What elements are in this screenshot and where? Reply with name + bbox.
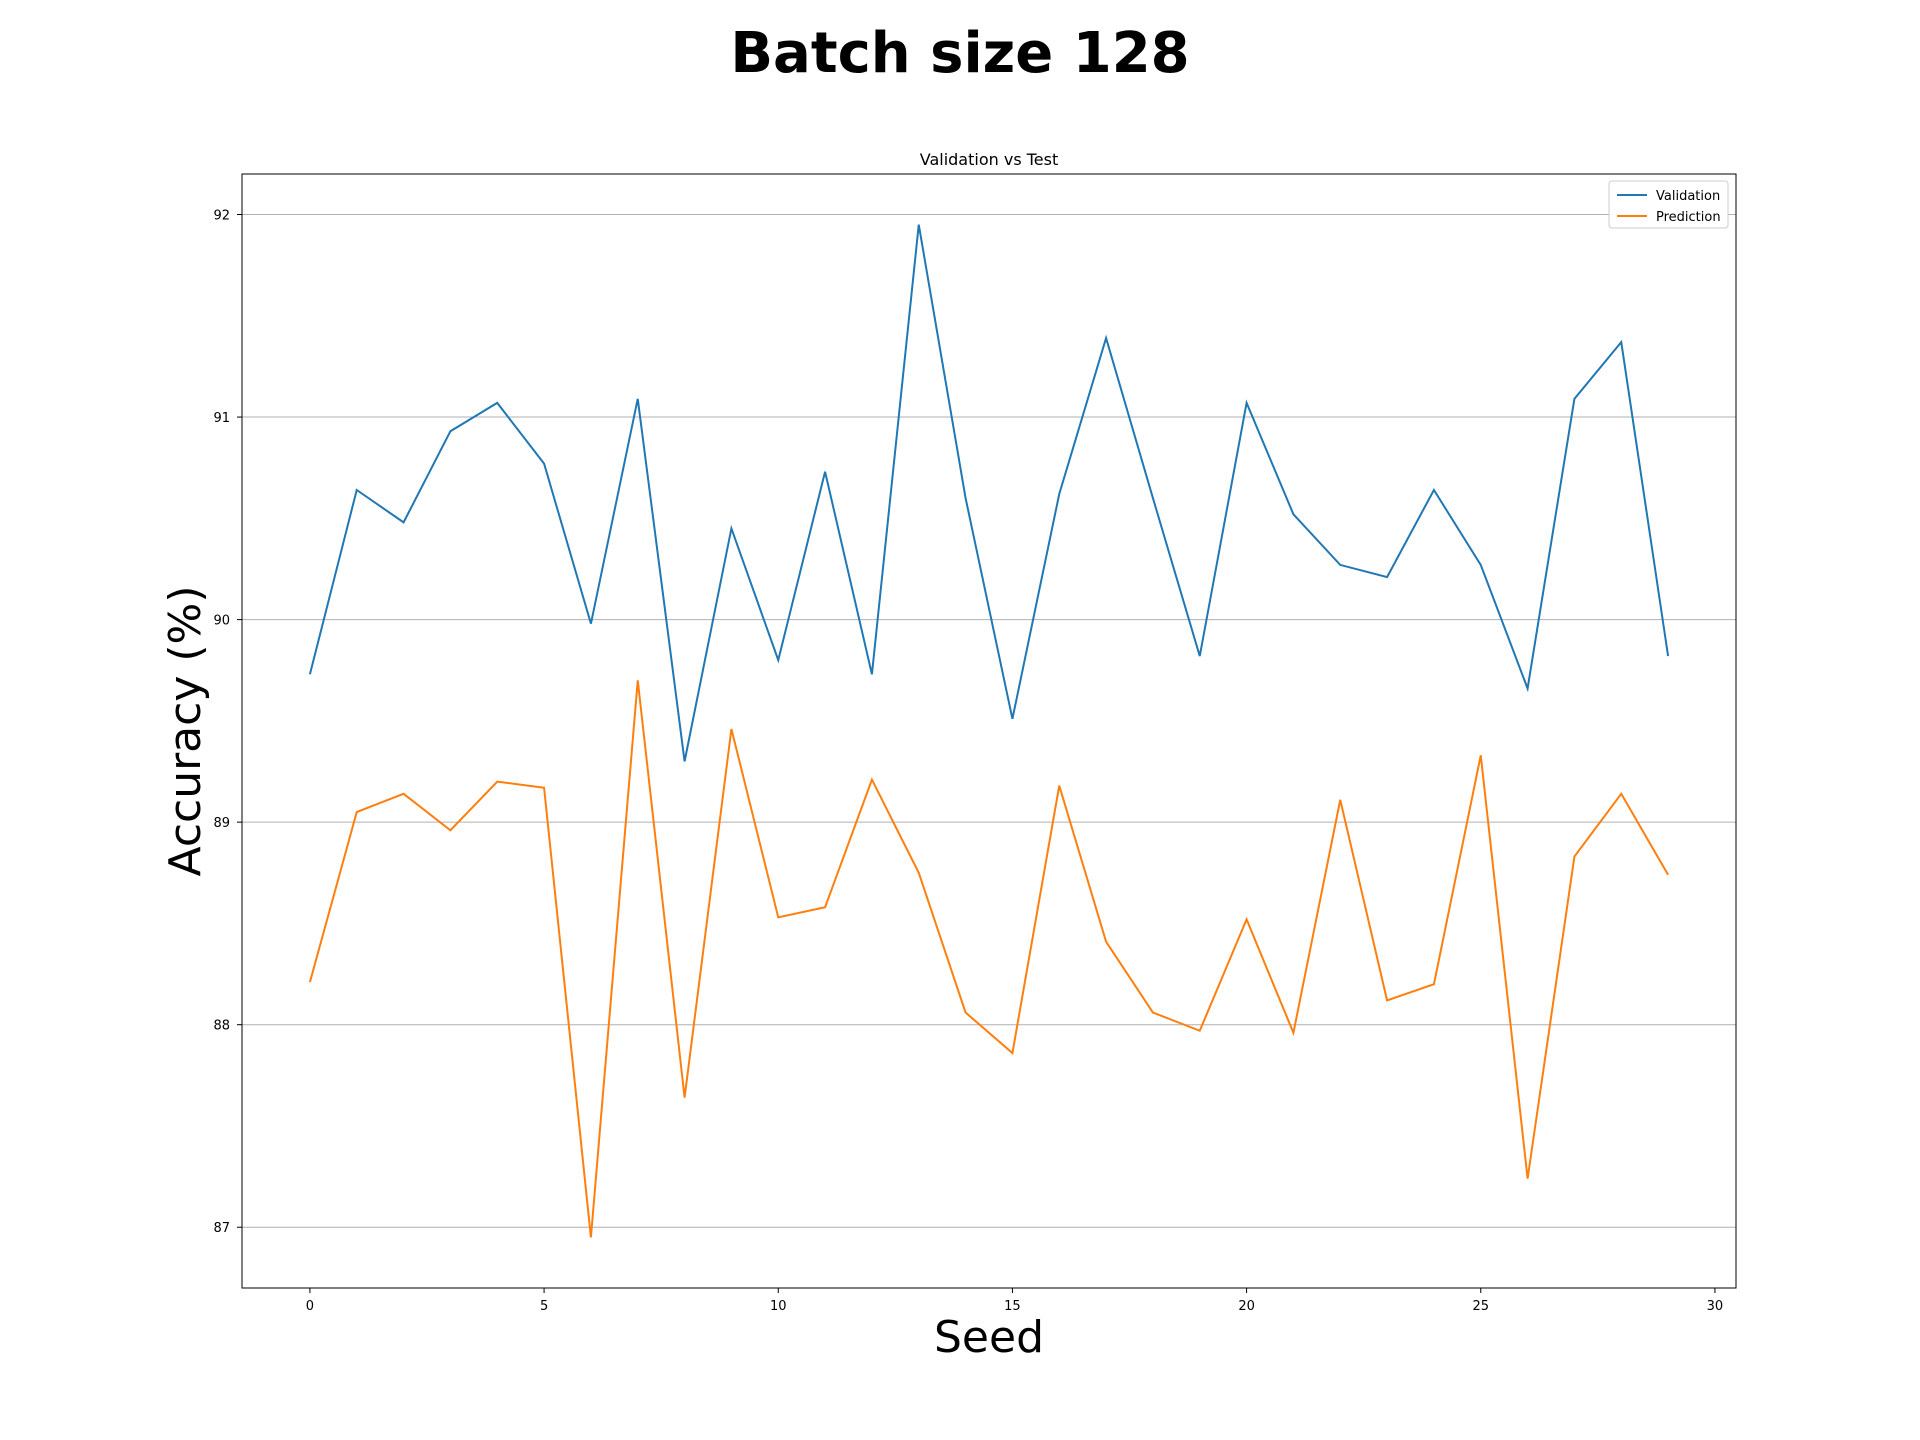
x-tick-label: 20 — [1238, 1299, 1255, 1314]
series-group — [308, 224, 1670, 1238]
figure-suptitle: Batch size 128 — [730, 21, 1189, 86]
x-axis-ticks: 0 5 10 15 20 25 30 — [306, 1288, 1723, 1314]
series-line-prediction — [308, 680, 1669, 1238]
chart-legend: Validation Prediction — [1608, 180, 1729, 229]
legend-label-validation: Validation — [1656, 189, 1720, 204]
y-tick-label: 87 — [213, 1221, 230, 1236]
x-tick-label: 15 — [1004, 1299, 1021, 1314]
legend-label-prediction: Prediction — [1656, 210, 1721, 225]
y-tick-label: 92 — [213, 209, 230, 224]
x-tick-label: 10 — [770, 1299, 787, 1314]
y-axis-label: Accuracy (%) — [160, 585, 211, 876]
plot-area-frame — [241, 173, 1737, 1289]
x-tick-label: 5 — [540, 1299, 548, 1314]
chart-title: Validation vs Test — [920, 150, 1059, 169]
y-axis-ticks: 87 88 89 90 91 92 — [213, 209, 242, 1236]
y-tick-label: 89 — [213, 816, 230, 831]
grid-lines — [242, 214, 1736, 1228]
x-tick-label: 25 — [1472, 1299, 1489, 1314]
x-tick-label: 30 — [1707, 1299, 1724, 1314]
x-tick-label: 0 — [306, 1299, 314, 1314]
x-axis-label: Seed — [934, 1312, 1044, 1363]
y-tick-label: 91 — [213, 411, 230, 426]
y-tick-label: 90 — [213, 614, 230, 629]
series-line-validation — [308, 224, 1670, 762]
y-tick-label: 88 — [213, 1019, 230, 1034]
